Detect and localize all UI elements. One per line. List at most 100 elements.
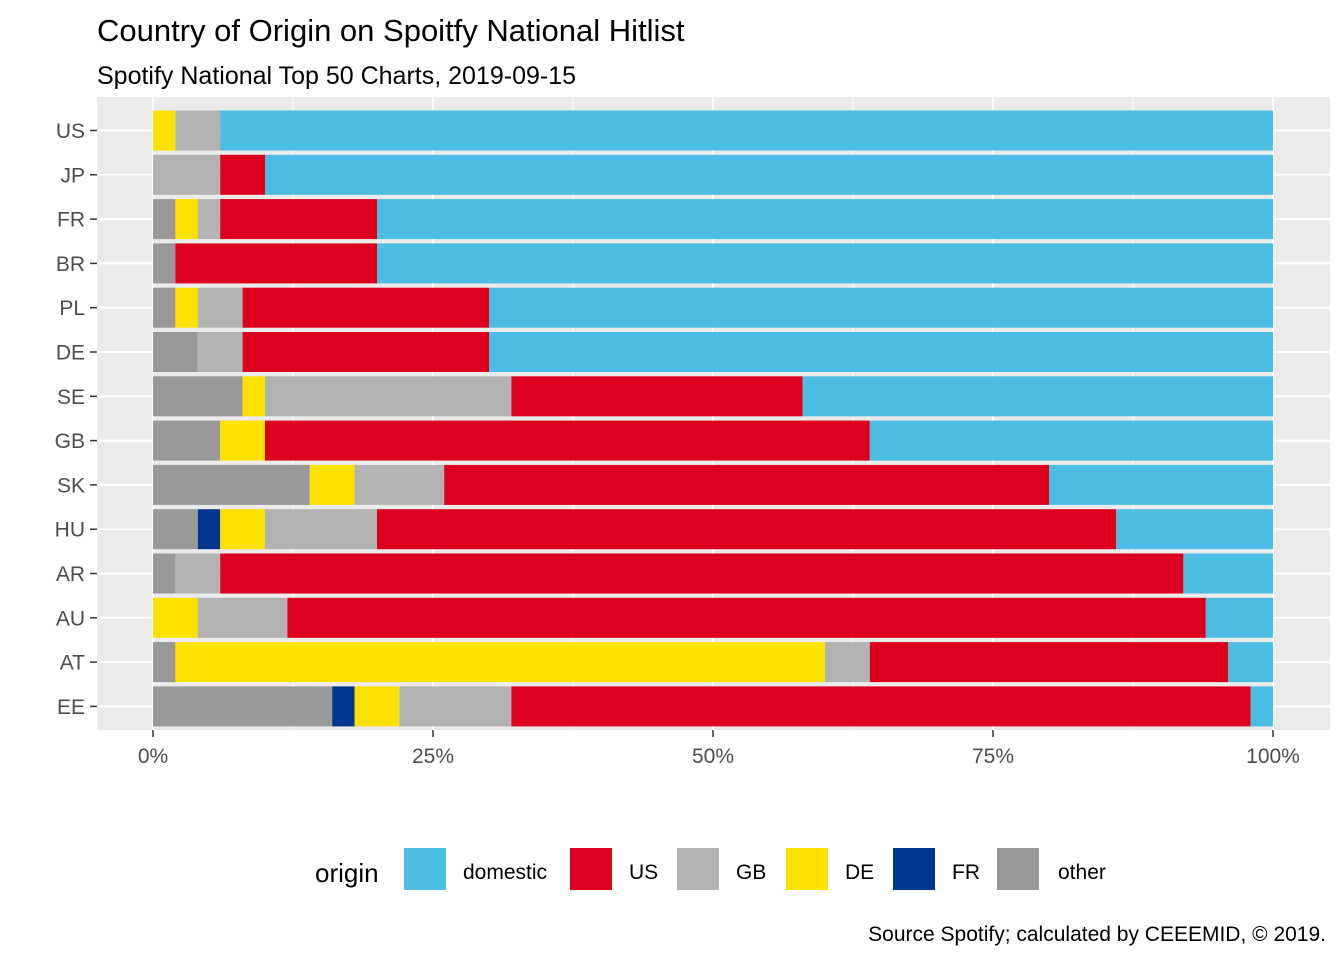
bar-PL-GB [197,287,243,328]
bar-AR-GB [175,553,221,594]
legend-title: origin [315,858,379,888]
bar-EE-FR [332,686,355,727]
bar-US-DE [153,110,176,151]
bar-AT-GB [825,642,870,683]
bar-SE-DE [242,376,265,417]
bar-FR-GB [197,199,221,240]
bar-FR-DE [175,199,198,240]
bar-SE-US [511,376,803,417]
bar-AT-US [869,642,1229,683]
y-tick-label: AR [56,563,85,586]
bar-SE-GB [265,376,512,417]
legend-swatch-FR [893,848,935,890]
bar-PL-US [242,287,489,328]
bar-SK-other [153,464,310,505]
x-tick-label: 25% [412,745,454,768]
bar-GB-US [265,420,870,461]
bar-JP-domestic [265,154,1273,195]
x-tick-label: 0% [138,745,168,768]
bar-HU-US [377,509,1117,550]
x-tick-label: 75% [972,745,1014,768]
bar-AT-other [153,642,176,683]
x-tick-label: 100% [1246,745,1300,768]
chart-caption: Source Spotify; calculated by CEEEMID, ©… [868,923,1326,946]
y-tick-label: DE [56,342,85,365]
bar-EE-domestic [1250,686,1273,727]
bar-SE-other [153,376,243,417]
bar-FR-domestic [377,199,1273,240]
bar-US-domestic [220,110,1274,151]
bar-AR-other [153,553,176,594]
bar-US-GB [175,110,221,151]
bar-HU-GB [265,509,377,550]
legend-swatch-US [570,848,612,890]
bar-PL-domestic [489,287,1273,328]
y-tick-label: BR [56,253,85,276]
bar-GB-other [153,420,221,461]
y-tick-label: JP [60,164,85,187]
bar-AU-DE [153,597,198,638]
bar-GB-DE [220,420,265,461]
legend-swatch-other [997,848,1039,890]
x-tick-label: 50% [692,745,734,768]
chart-subtitle: Spotify National Top 50 Charts, 2019-09-… [97,62,576,90]
legend-label-other: other [1058,861,1106,884]
y-tick-label: AU [56,607,85,630]
bar-GB-domestic [869,420,1273,461]
y-tick-label: SE [57,386,85,409]
plot-area [97,97,1330,730]
legend-label-FR: FR [952,861,980,884]
y-tick-label: GB [55,430,85,453]
y-tick-label: SK [57,474,85,497]
bar-DE-GB [197,332,243,372]
bar-SE-domestic [802,376,1273,417]
bar-DE-US [242,332,489,372]
legend: origin domestic US GB DE FR other [315,848,1106,890]
y-tick-label: EE [57,696,85,719]
legend-label-DE: DE [845,861,874,884]
bar-JP-US [220,154,265,195]
bar-EE-DE [354,686,400,727]
bar-AU-US [287,597,1206,638]
bar-AT-domestic [1228,642,1273,683]
legend-label-US: US [629,861,658,884]
bar-SK-GB [354,464,445,505]
bar-FR-US [220,199,377,240]
bar-PL-other [153,287,176,328]
chart-title: Country of Origin on Spoitfy National Hi… [97,13,685,48]
bar-EE-US [511,686,1251,727]
bar-FR-other [153,199,176,240]
bar-SK-domestic [1049,464,1273,505]
bar-AU-domestic [1205,597,1273,638]
bar-AU-GB [197,597,288,638]
x-axis: 0% 25% 50% 75% 100% [138,730,1300,768]
y-tick-label: US [56,120,85,143]
bar-HU-DE [220,509,265,550]
bar-AR-US [220,553,1184,594]
bar-BR-domestic [377,243,1273,284]
bar-HU-FR [197,509,221,550]
bar-DE-other [153,332,198,372]
legend-swatch-GB [677,848,719,890]
bar-JP-GB [153,154,221,195]
y-tick-label: FR [57,209,85,232]
legend-label-domestic: domestic [463,861,547,884]
bar-DE-domestic [489,332,1273,372]
bar-HU-domestic [1116,509,1273,550]
bar-EE-other [153,686,333,727]
bar-BR-other [153,243,176,284]
bar-SK-DE [309,464,355,505]
bar-AR-domestic [1183,553,1273,594]
legend-label-GB: GB [736,861,766,884]
bar-EE-GB [399,686,512,727]
bar-SK-US [444,464,1049,505]
legend-swatch-DE [786,848,828,890]
y-tick-label: AT [60,652,85,675]
legend-swatch-domestic [404,848,446,890]
y-tick-label: HU [55,519,85,542]
y-tick-label: PL [59,297,85,320]
bar-PL-DE [175,287,198,328]
y-axis: US JP FR BR PL DE SE GB SK HU AR AU AT EE [55,120,97,719]
bar-HU-other [153,509,198,550]
